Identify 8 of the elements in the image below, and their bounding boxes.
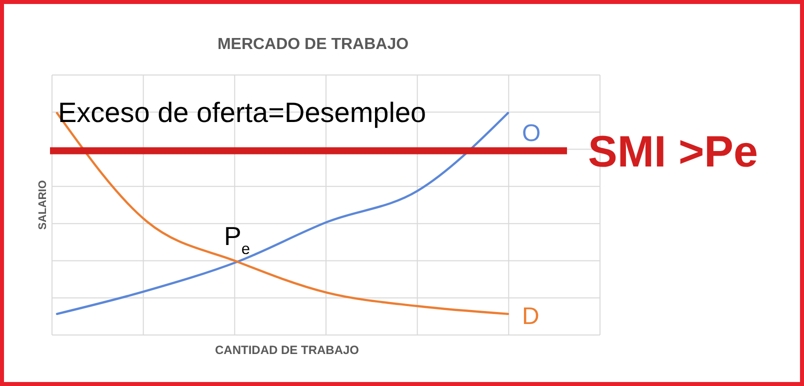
annotation: P$_{e}$ — [224, 221, 250, 258]
series-label: O — [522, 120, 541, 147]
y-axis-title: SALARIO — [37, 180, 49, 230]
annotation: Exceso de oferta=Desempleo — [58, 97, 426, 128]
chart-title: MERCADO DE TRABAJO — [217, 36, 409, 53]
ref-line-label: SMI >Pe — [588, 128, 758, 177]
x-axis-title: CANTIDAD DE TRABAJO — [215, 343, 359, 357]
series-label: D — [522, 302, 540, 330]
